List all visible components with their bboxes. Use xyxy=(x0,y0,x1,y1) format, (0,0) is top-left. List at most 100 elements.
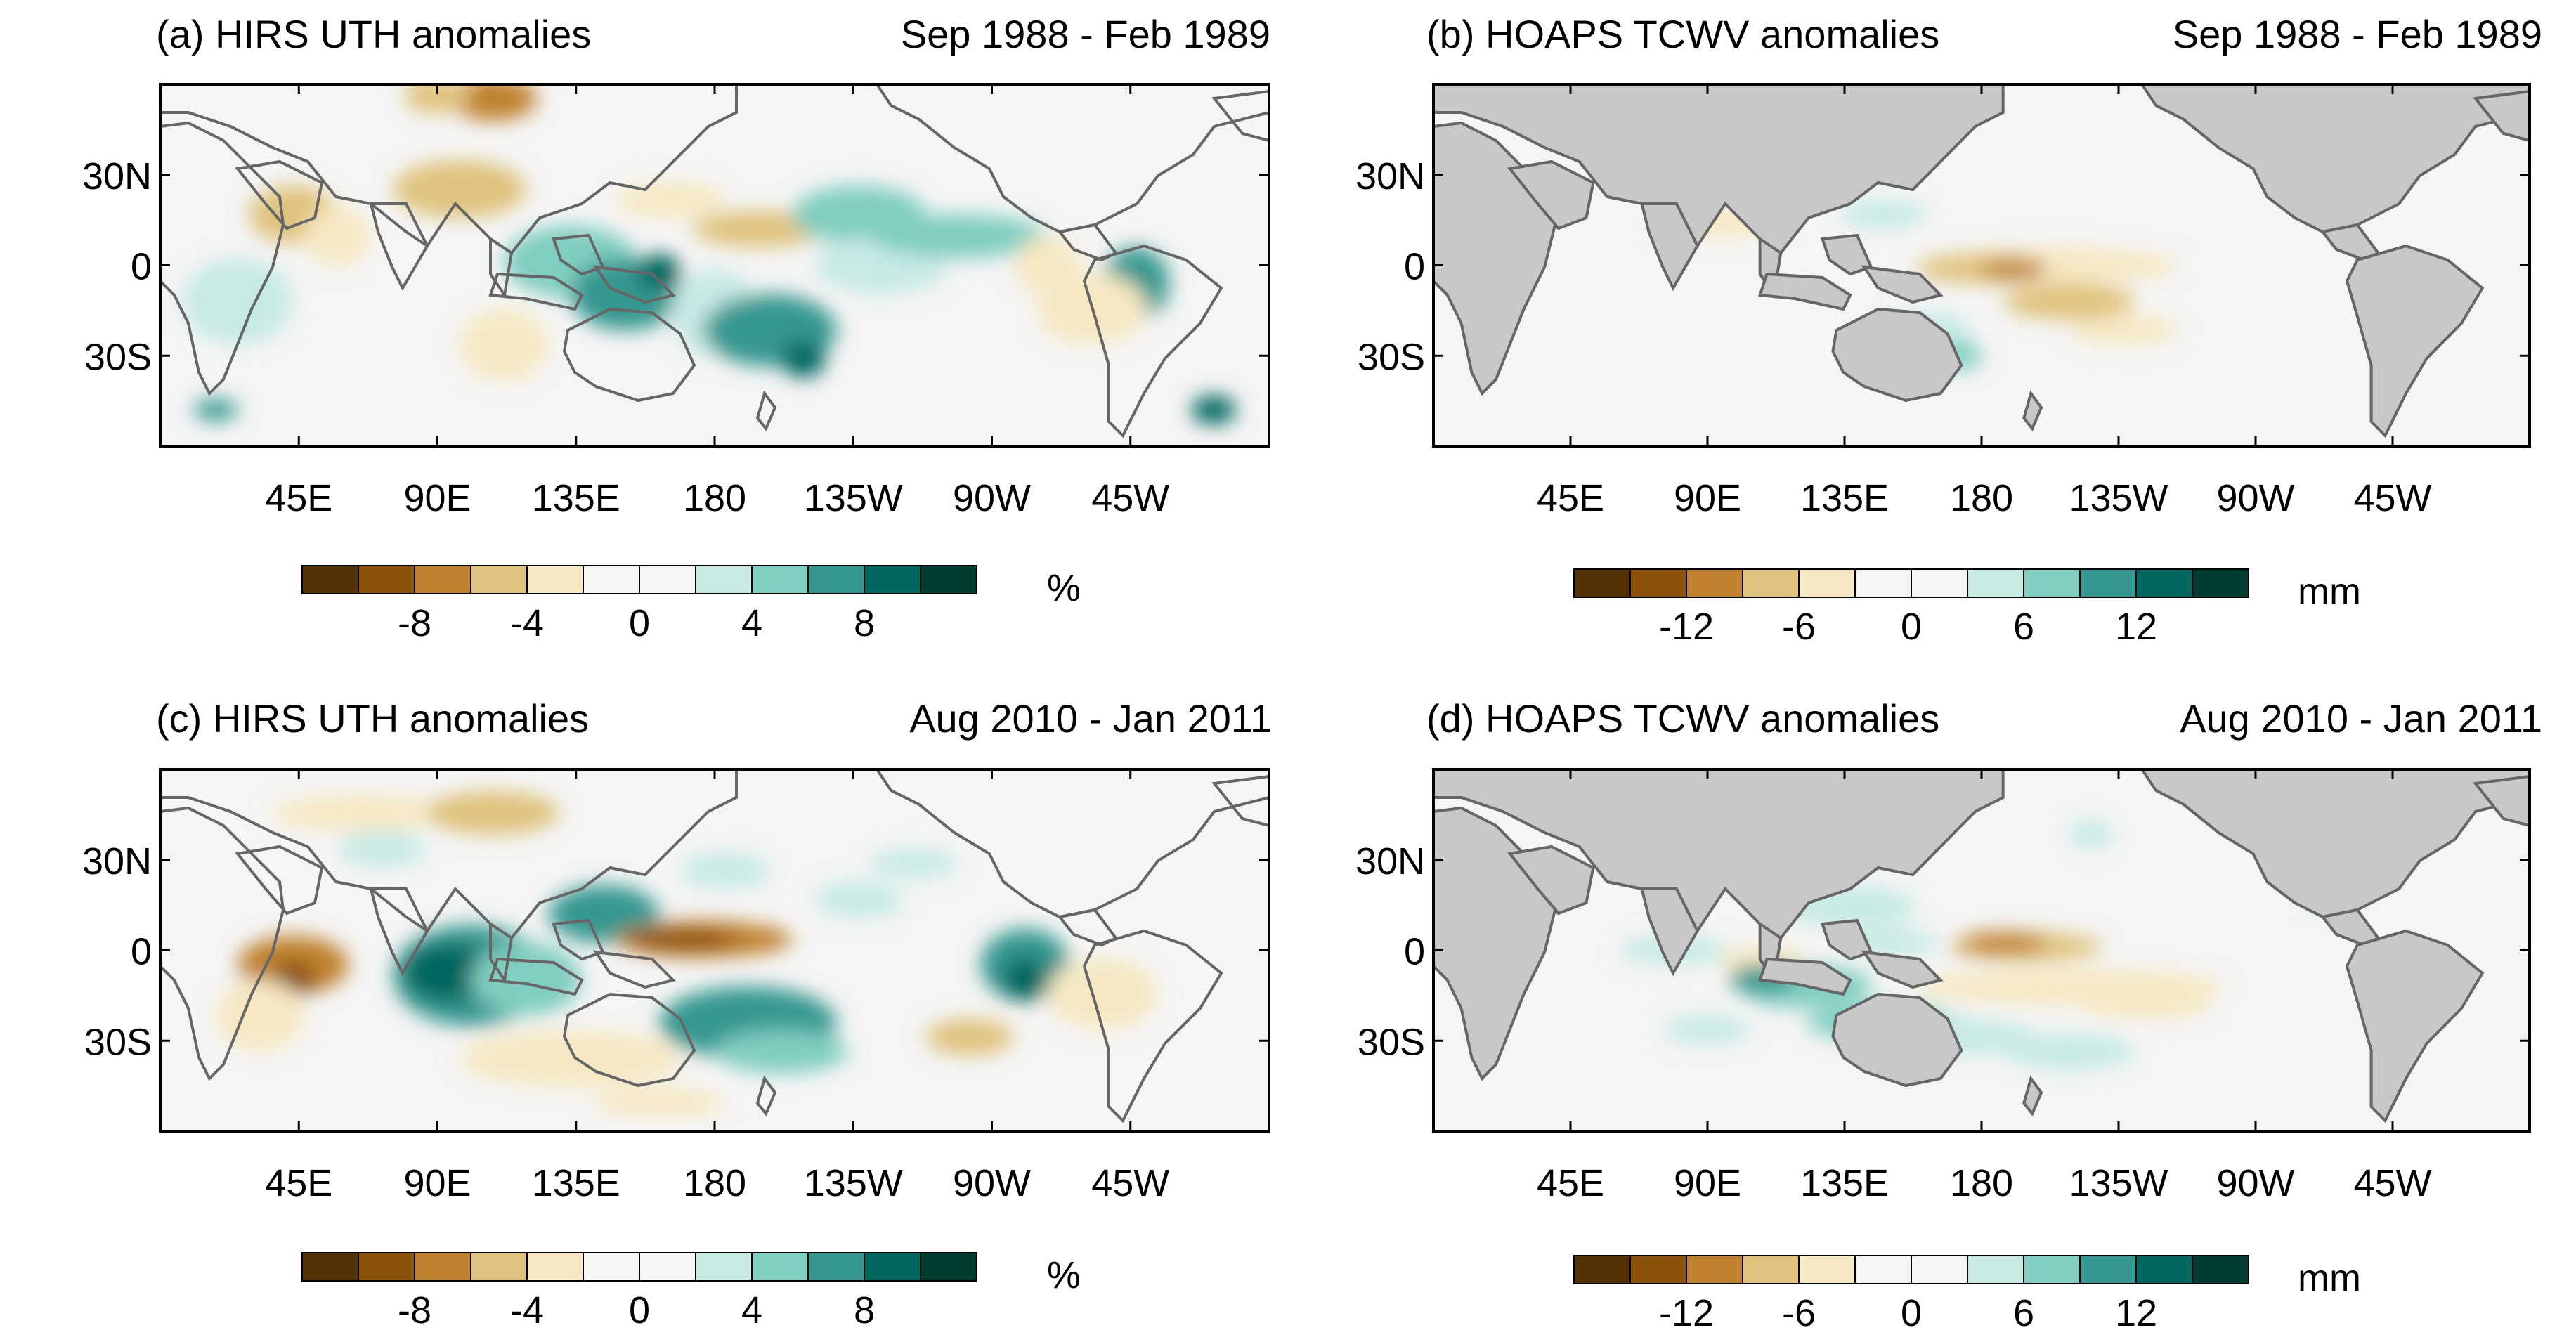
colorbar-swatch xyxy=(864,565,921,594)
colorbar-swatch xyxy=(358,565,415,594)
panel-c: (c) HIRS UTH anomalies Aug 2010 - Jan 201… xyxy=(82,696,1272,1331)
colorbar-swatch xyxy=(470,565,528,594)
colorbar-swatch xyxy=(1911,568,1968,598)
lon-tick-label: 90E xyxy=(1674,1162,1741,1204)
anomaly-blob xyxy=(2003,1033,2135,1070)
colorbar-swatch xyxy=(1629,568,1687,598)
colorbar-label: 0 xyxy=(629,602,650,644)
lon-tick-label: 45E xyxy=(265,1162,332,1204)
anomaly-blob xyxy=(692,211,826,247)
anomaly-blob xyxy=(681,852,770,889)
lon-tick-label: 135W xyxy=(2069,477,2168,519)
panel-period: Aug 2010 - Jan 2011 xyxy=(909,696,1272,741)
lat-tick-label: 30S xyxy=(84,1021,152,1063)
colorbar-swatch xyxy=(301,565,359,594)
colorbar-swatch xyxy=(414,565,471,594)
lat-tick-label: 30N xyxy=(1355,155,1425,197)
colorbar-swatch xyxy=(358,1252,415,1282)
colorbar-swatch xyxy=(583,1252,640,1282)
anomaly-blob xyxy=(1003,957,1048,1001)
colorbar-swatch xyxy=(751,565,809,594)
colorbar-swatch xyxy=(2023,1255,2081,1284)
lat-tick-label: 30N xyxy=(1355,840,1425,882)
colorbar-label: 0 xyxy=(1901,1292,1922,1334)
colorbar-swatch xyxy=(1686,1255,1743,1284)
panel-title: (c) HIRS UTH anomalies xyxy=(156,696,589,741)
colorbar-unit: mm xyxy=(2298,1257,2361,1299)
colorbar-label: -4 xyxy=(510,602,544,644)
colorbar-unit: % xyxy=(1047,567,1081,609)
colorbar-swatch xyxy=(1967,1255,2024,1284)
lat-tick-label: 0 xyxy=(131,931,152,973)
anomaly-blob xyxy=(1663,1015,1752,1045)
panel-title: (b) HOAPS TCWV anomalies xyxy=(1426,12,1939,56)
anomaly-blob xyxy=(337,830,427,868)
anomaly-blob xyxy=(814,881,904,918)
colorbar-unit: % xyxy=(1047,1254,1081,1296)
panel-period: Sep 1988 - Feb 1989 xyxy=(2173,12,2542,56)
colorbar-swatch xyxy=(526,565,584,594)
colorbar-swatch xyxy=(1742,568,1800,598)
map-area xyxy=(1433,769,2530,1131)
colorbar-swatch xyxy=(807,1252,865,1282)
colorbar-swatch xyxy=(1686,568,1743,598)
colorbar-swatch xyxy=(639,1252,696,1282)
lon-tick-label: 90E xyxy=(1674,477,1741,519)
anomaly-blob xyxy=(393,160,526,219)
anomaly-blob xyxy=(271,795,449,831)
colorbar-swatch xyxy=(1911,1255,1968,1284)
colorbar-swatch xyxy=(1854,568,1912,598)
lon-tick-label: 135W xyxy=(804,477,903,519)
anomaly-blob xyxy=(715,1029,848,1074)
anomaly-blob xyxy=(1982,258,2048,280)
colorbar-swatch xyxy=(301,1252,359,1282)
anomaly-blob xyxy=(2069,315,2179,345)
colorbar-swatch xyxy=(1798,1255,1856,1284)
lon-tick-label: 180 xyxy=(1950,477,2013,519)
colorbar-swatch xyxy=(1967,568,2024,598)
map-area xyxy=(160,769,1269,1131)
lon-tick-label: 90E xyxy=(403,477,471,519)
anomaly-blob xyxy=(2069,820,2114,849)
anomaly-blob xyxy=(2080,990,2212,1019)
colorbar-swatch xyxy=(639,565,696,594)
lon-tick-label: 135E xyxy=(1800,1162,1889,1204)
anomaly-blob xyxy=(448,84,538,121)
colorbar: -8 -4 0 4 8% xyxy=(301,1252,1081,1331)
colorbar-label: 12 xyxy=(2115,1292,2157,1334)
colorbar-swatch xyxy=(1742,1255,1800,1284)
colorbar-label: 6 xyxy=(2013,606,2034,648)
lon-tick-label: 90W xyxy=(953,477,1031,519)
colorbar-label: 12 xyxy=(2115,606,2157,648)
colorbar-label: 0 xyxy=(1901,606,1922,648)
colorbar-swatch xyxy=(695,565,753,594)
lat-tick-label: 30S xyxy=(1358,336,1425,378)
colorbar-swatch xyxy=(1629,1255,1687,1284)
colorbar-swatch xyxy=(2079,1255,2137,1284)
anomaly-blob xyxy=(426,790,560,835)
colorbar-label: 4 xyxy=(741,602,762,644)
colorbar-label: -6 xyxy=(1782,1292,1816,1334)
lon-tick-label: 135E xyxy=(532,477,620,519)
colorbar: -8 -4 0 4 8% xyxy=(301,565,1081,644)
panel-a: (a) HIRS UTH anomalies Sep 1988 - Feb 198… xyxy=(82,12,1270,644)
lat-tick-label: 0 xyxy=(131,246,152,288)
anomaly-blob xyxy=(1959,932,2048,954)
lon-tick-label: 180 xyxy=(683,1162,746,1204)
anomaly-blob xyxy=(869,214,1048,259)
lon-tick-label: 180 xyxy=(683,477,746,519)
lon-tick-label: 90W xyxy=(953,1162,1031,1204)
colorbar-swatch xyxy=(1573,1255,1631,1284)
colorbar-swatch xyxy=(470,1252,528,1282)
lon-tick-label: 180 xyxy=(1950,1162,2013,1204)
colorbar-swatch xyxy=(414,1252,471,1282)
colorbar-swatch xyxy=(2192,568,2249,598)
map-area xyxy=(160,84,1269,446)
colorbar-swatch xyxy=(1573,568,1631,598)
colorbar-label: -8 xyxy=(398,602,431,644)
colorbar-swatch xyxy=(920,565,977,594)
lon-tick-label: 135W xyxy=(2069,1162,2168,1204)
colorbar-swatch xyxy=(920,1252,977,1282)
colorbar-swatch xyxy=(2192,1255,2249,1284)
